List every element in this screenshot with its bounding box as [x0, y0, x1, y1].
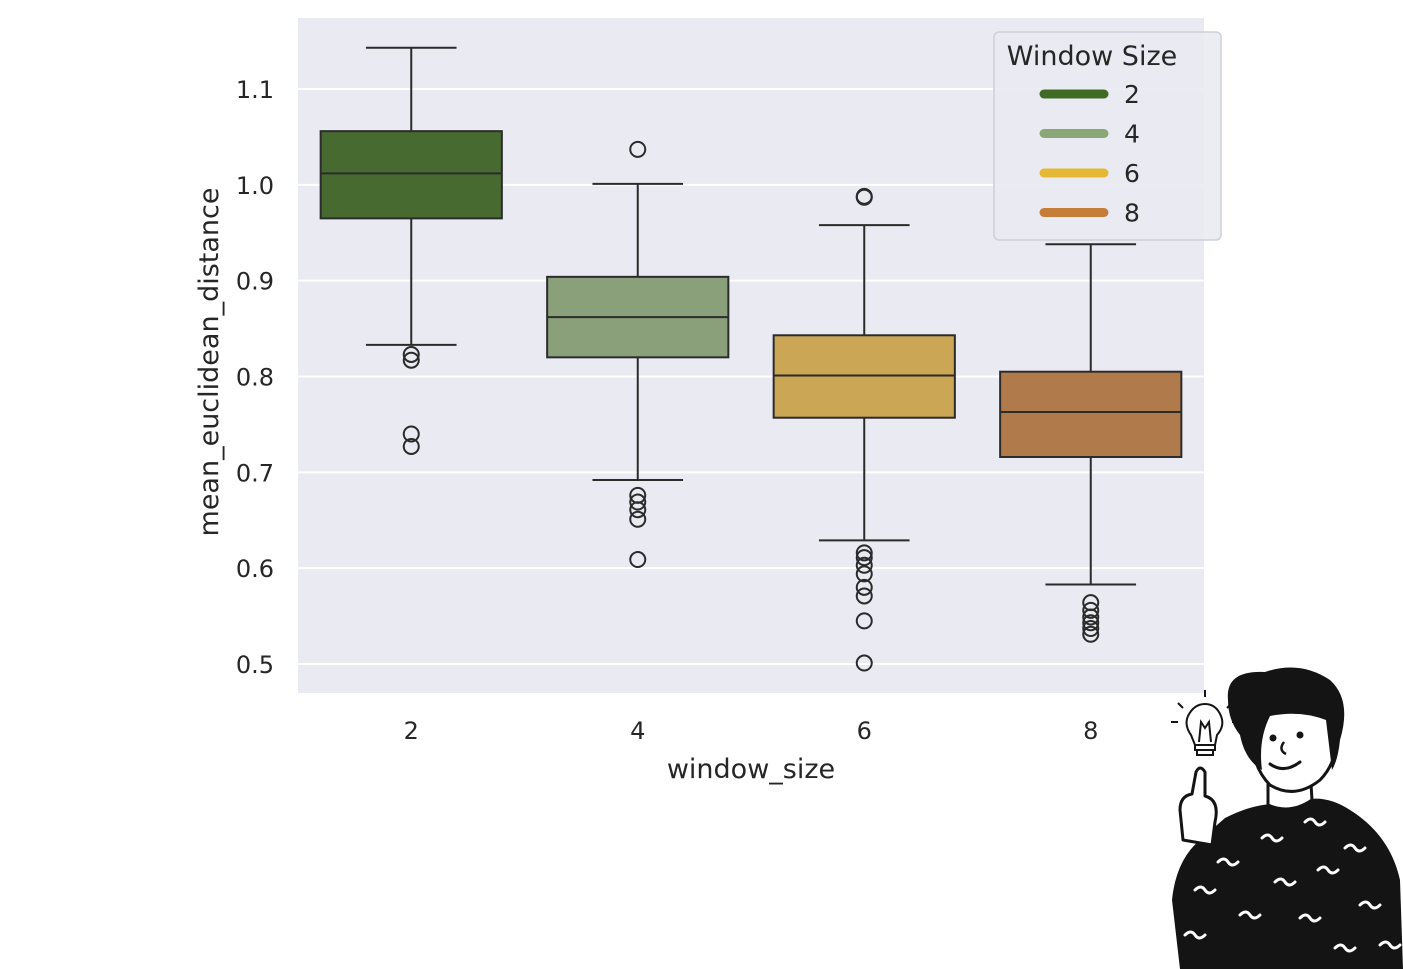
- legend-label-6: 6: [1124, 159, 1140, 188]
- y-tick-label: 0.6: [236, 555, 274, 583]
- legend-title: Window Size: [1007, 41, 1177, 72]
- outlier-point: [855, 578, 873, 596]
- y-axis-ticks: 0.5 0.6 0.7 0.8 0.9 1.0 1.1: [236, 76, 274, 679]
- boxes: [319, 46, 1183, 672]
- legend-label-4: 4: [1124, 120, 1140, 149]
- y-tick-label: 1.1: [236, 76, 274, 104]
- outlier-point: [855, 565, 873, 583]
- x-tick-label: 8: [1083, 717, 1098, 745]
- thinking-person-illustration: [1171, 667, 1403, 969]
- outlier-point: [855, 549, 873, 567]
- box-group-4: [546, 140, 730, 569]
- outlier-point: [629, 551, 647, 569]
- y-tick-label: 1.0: [236, 172, 274, 200]
- raised-hand: [1178, 766, 1218, 847]
- x-axis-ticks: 2 4 6 8: [404, 717, 1099, 745]
- x-tick-label: 6: [857, 717, 872, 745]
- outlier-point: [1082, 614, 1100, 632]
- outlier-point: [402, 425, 420, 443]
- outlier-point: [855, 654, 873, 672]
- outlier-point: [1082, 608, 1100, 626]
- outlier-point: [629, 140, 647, 158]
- smile: [1268, 760, 1302, 770]
- outlier-point: [855, 556, 873, 574]
- box-group-8: [999, 243, 1183, 643]
- x-tick-label: 2: [404, 717, 419, 745]
- legend-entries: 2 4 6 8: [1039, 80, 1140, 228]
- x-axis-title: window_size: [667, 754, 835, 785]
- outlier-point: [855, 188, 873, 206]
- nose: [1280, 741, 1287, 756]
- legend-label-2: 2: [1124, 80, 1140, 109]
- box-8: [999, 370, 1183, 459]
- outlier-point: [629, 501, 647, 519]
- legend: Window Size 2 4 6 8: [993, 31, 1222, 241]
- box-2: [319, 130, 503, 220]
- y-tick-label: 0.7: [236, 459, 274, 487]
- outlier-point: [1082, 601, 1100, 619]
- y-tick-label: 0.8: [236, 364, 274, 392]
- box-group-2: [319, 46, 503, 455]
- legend-label-8: 8: [1124, 199, 1140, 228]
- outlier-point: [629, 510, 647, 528]
- sweater-pattern: [1183, 817, 1402, 953]
- outlier-point: [402, 437, 420, 455]
- outlier-point: [855, 544, 873, 562]
- hair: [1227, 667, 1345, 770]
- outlier-point: [1082, 625, 1100, 643]
- y-axis-title: mean_euclidean_distance: [194, 188, 225, 537]
- left-eye: [1269, 734, 1277, 742]
- lightbulb-icon: [1171, 690, 1239, 756]
- box-group-6: [772, 187, 956, 672]
- outlier-point: [402, 345, 420, 363]
- y-tick-label: 0.9: [236, 268, 274, 296]
- y-tick-label: 0.5: [236, 651, 274, 679]
- outlier-point: [855, 612, 873, 630]
- right-eye: [1296, 731, 1304, 739]
- outlier-point: [402, 351, 420, 369]
- x-tick-label: 4: [630, 717, 645, 745]
- outlier-point: [1082, 620, 1100, 638]
- outlier-point: [629, 493, 647, 511]
- outlier-point: [855, 587, 873, 605]
